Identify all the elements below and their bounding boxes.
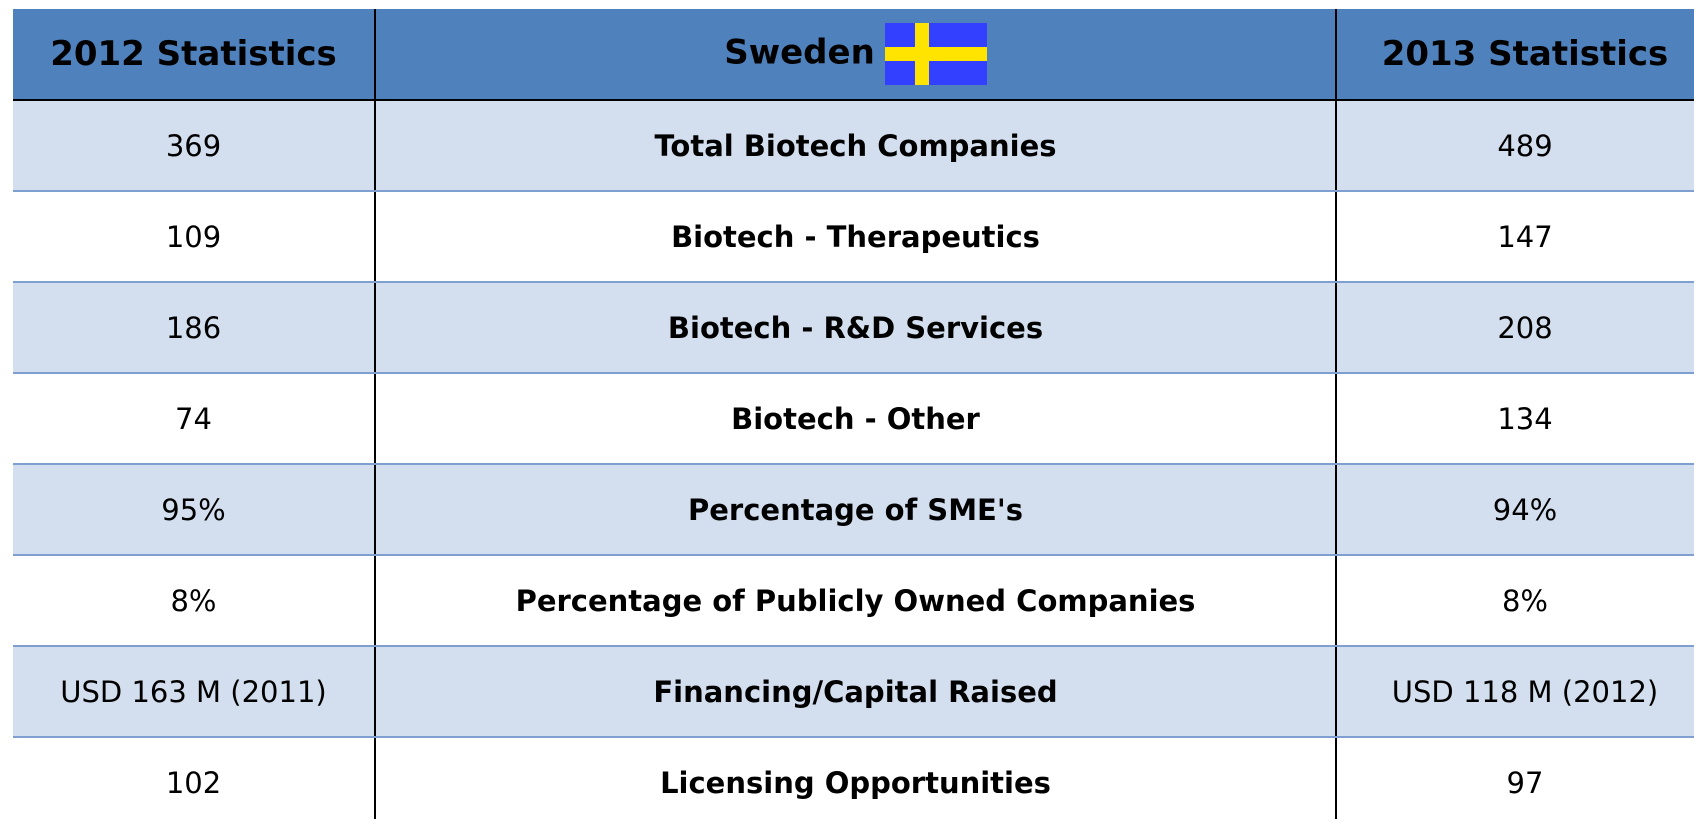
stats-table: 2012 Statistics Sweden 2013 Statistics 3… (13, 9, 1694, 819)
metric-label: Percentage of Publicly Owned Companies (375, 555, 1337, 647)
header-cell: 2013 Statistics (1336, 9, 1694, 101)
header-cell: Sweden (375, 9, 1337, 101)
stat-value: USD 118 M (2012) (1336, 646, 1694, 738)
stat-value: 147 (1336, 191, 1694, 283)
stat-value: 94% (1336, 464, 1694, 556)
metric-label: Biotech - Other (375, 373, 1337, 465)
stat-value: 109 (13, 191, 376, 283)
header-row: 2012 Statistics Sweden 2013 Statistics (13, 9, 1694, 101)
metric-label: Total Biotech Companies (375, 100, 1337, 192)
stat-value: USD 163 M (2011) (13, 646, 376, 738)
stat-value: 208 (1336, 282, 1694, 374)
stat-value: 8% (1336, 555, 1694, 647)
stat-value: 74 (13, 373, 376, 465)
table-row: 109 Biotech - Therapeutics 147 (13, 191, 1694, 283)
header-cell: 2012 Statistics (13, 9, 376, 101)
stat-value: 8% (13, 555, 376, 647)
sweden-flag (884, 23, 987, 85)
stat-value: 369 (13, 100, 376, 192)
metric-label: Financing/Capital Raised (375, 646, 1337, 738)
stat-value: 97 (1336, 737, 1694, 819)
metric-label: Biotech - R&D Services (375, 282, 1337, 374)
table-row: 8% Percentage of Publicly Owned Companies… (13, 555, 1694, 647)
table-row: 369 Total Biotech Companies 489 (13, 100, 1694, 192)
table-row: 74 Biotech - Other 134 (13, 373, 1694, 465)
stat-value: 186 (13, 282, 376, 374)
metric-label: Licensing Opportunities (375, 737, 1337, 819)
metric-label: Percentage of SME's (375, 464, 1337, 556)
table-row: 95% Percentage of SME's 94% (13, 464, 1694, 556)
header-title: Sweden (724, 32, 875, 73)
stat-value: 102 (13, 737, 376, 819)
table-row: USD 163 M (2011) Financing/Capital Raised… (13, 646, 1694, 738)
table-row: 186 Biotech - R&D Services 208 (13, 282, 1694, 374)
stat-value: 489 (1336, 100, 1694, 192)
table-container: 2012 Statistics Sweden 2013 Statistics 3… (13, 9, 1694, 819)
metric-label: Biotech - Therapeutics (375, 191, 1337, 283)
stat-value: 95% (13, 464, 376, 556)
table-row: 102 Licensing Opportunities 97 (13, 737, 1694, 819)
stat-value: 134 (1336, 373, 1694, 465)
